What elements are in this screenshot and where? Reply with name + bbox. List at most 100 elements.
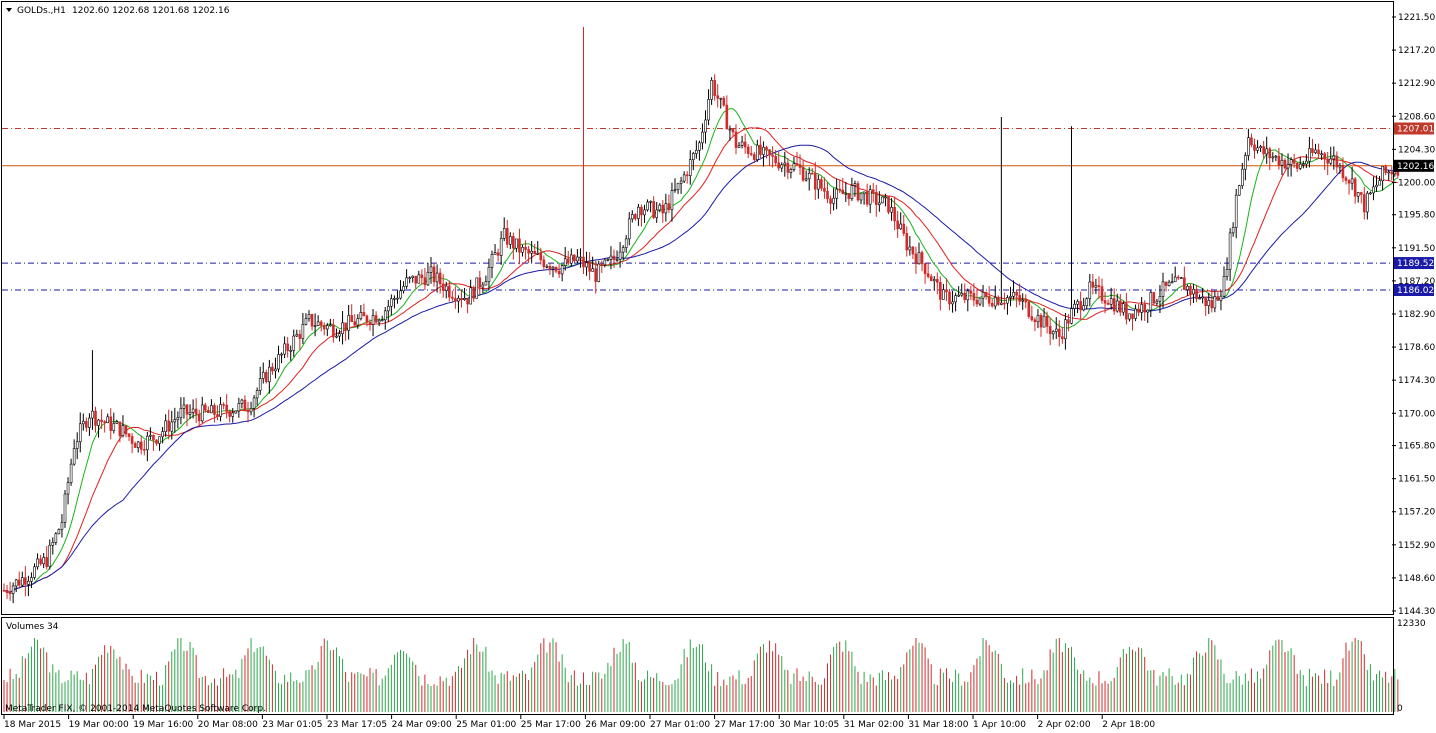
candle-body (383, 310, 387, 321)
candle-body (536, 252, 540, 255)
candle-body (981, 291, 985, 299)
candle-body (438, 272, 442, 285)
candle-body (313, 325, 317, 327)
candle-body (874, 191, 878, 205)
candle-body (1167, 281, 1171, 286)
price-tick-label: 1200.00 (1398, 178, 1435, 188)
candle-body (560, 265, 564, 275)
candle-body (325, 325, 329, 330)
candle-body (515, 238, 518, 249)
candle-body (878, 202, 881, 205)
candle-body (573, 254, 576, 262)
candle-body (27, 580, 30, 585)
candle-body (454, 298, 457, 302)
candle-body (14, 579, 18, 587)
candle-body (1289, 159, 1293, 165)
symbol-menu-arrow-icon[interactable] (6, 8, 12, 12)
candle-body (1268, 148, 1272, 159)
candle-body (1375, 184, 1378, 188)
candle-body (975, 299, 979, 305)
candle-body (359, 312, 363, 320)
candle-body (1350, 178, 1354, 184)
candle-body (396, 297, 399, 300)
candle-body (960, 292, 964, 296)
candle-body (1198, 297, 1201, 300)
candle-body (268, 366, 271, 383)
candle-body (249, 408, 253, 413)
candle-body (1076, 301, 1079, 305)
candle-body (1228, 232, 1232, 270)
candle-body (1006, 297, 1009, 304)
candle-body (899, 223, 903, 230)
time-tick-label: 27 Mar 17:00 (715, 720, 775, 730)
candle-body (1054, 328, 1058, 332)
symbol-label[interactable]: GOLDs.,H1 (17, 6, 66, 16)
candle-body (905, 233, 909, 251)
candle-body (939, 282, 942, 300)
candle-body (466, 298, 469, 305)
candle-body (1176, 276, 1180, 279)
candle-body (1097, 285, 1101, 287)
candle-body (237, 403, 241, 412)
time-tick-label: 31 Mar 02:00 (844, 720, 904, 730)
candle-body (213, 405, 216, 415)
candle-body (1274, 155, 1278, 158)
candle-body (2, 589, 6, 592)
candle-body (1295, 163, 1299, 169)
candle-body (1030, 316, 1034, 321)
candle-body (1231, 227, 1235, 234)
candle-body (350, 315, 354, 322)
candle-body (219, 404, 222, 417)
candle-body (143, 449, 146, 451)
candle-body (78, 423, 82, 443)
candle-body (408, 277, 411, 279)
candle-body (887, 196, 890, 213)
price-tick-label: 1144.30 (1398, 607, 1435, 617)
candle-body (1125, 303, 1128, 320)
candle-body (917, 252, 921, 265)
candle-body (261, 372, 265, 379)
candle-body (838, 188, 842, 191)
candle-body (832, 197, 835, 204)
candle-body (1061, 336, 1064, 340)
candle-body (908, 246, 912, 251)
candle-body (307, 314, 311, 319)
candle-body (841, 189, 845, 195)
candle-body (600, 263, 604, 266)
candle-body (710, 80, 713, 100)
candle-body (1222, 276, 1226, 297)
candle-body (640, 206, 643, 216)
candle-body (399, 290, 402, 299)
candle-body (182, 404, 186, 409)
time-tick-label: 27 Mar 01:00 (650, 720, 710, 730)
candle-body (390, 298, 393, 307)
candle-body (1314, 149, 1317, 154)
candle-body (1256, 147, 1259, 151)
price-tag-bg (1394, 283, 1434, 296)
candle-body (1195, 288, 1198, 299)
candle-body (353, 321, 357, 326)
candle-body (1292, 159, 1296, 164)
price-tick-label: 1217.20 (1398, 46, 1435, 56)
candle-body (1363, 194, 1366, 213)
candle-body (185, 404, 189, 415)
candle-body (1207, 300, 1211, 307)
candle-body (441, 283, 445, 291)
candle-body (1390, 171, 1394, 175)
candle-body (344, 322, 347, 331)
candle-body (374, 315, 378, 323)
candle-body (597, 263, 601, 282)
price-tag-support: 1186.02 (1397, 286, 1434, 296)
candle-body (1131, 313, 1134, 319)
candle-body (469, 287, 472, 305)
candle-body (957, 294, 960, 297)
candle-body (283, 343, 286, 355)
candle-body (1164, 281, 1168, 286)
candle-body (298, 334, 302, 339)
candle-body (1201, 296, 1204, 299)
candle-body (1305, 160, 1308, 165)
time-tick-label: 25 Mar 01:00 (456, 720, 516, 730)
candle-body (103, 421, 106, 424)
candle-body (566, 258, 570, 264)
candle-body (512, 236, 515, 249)
